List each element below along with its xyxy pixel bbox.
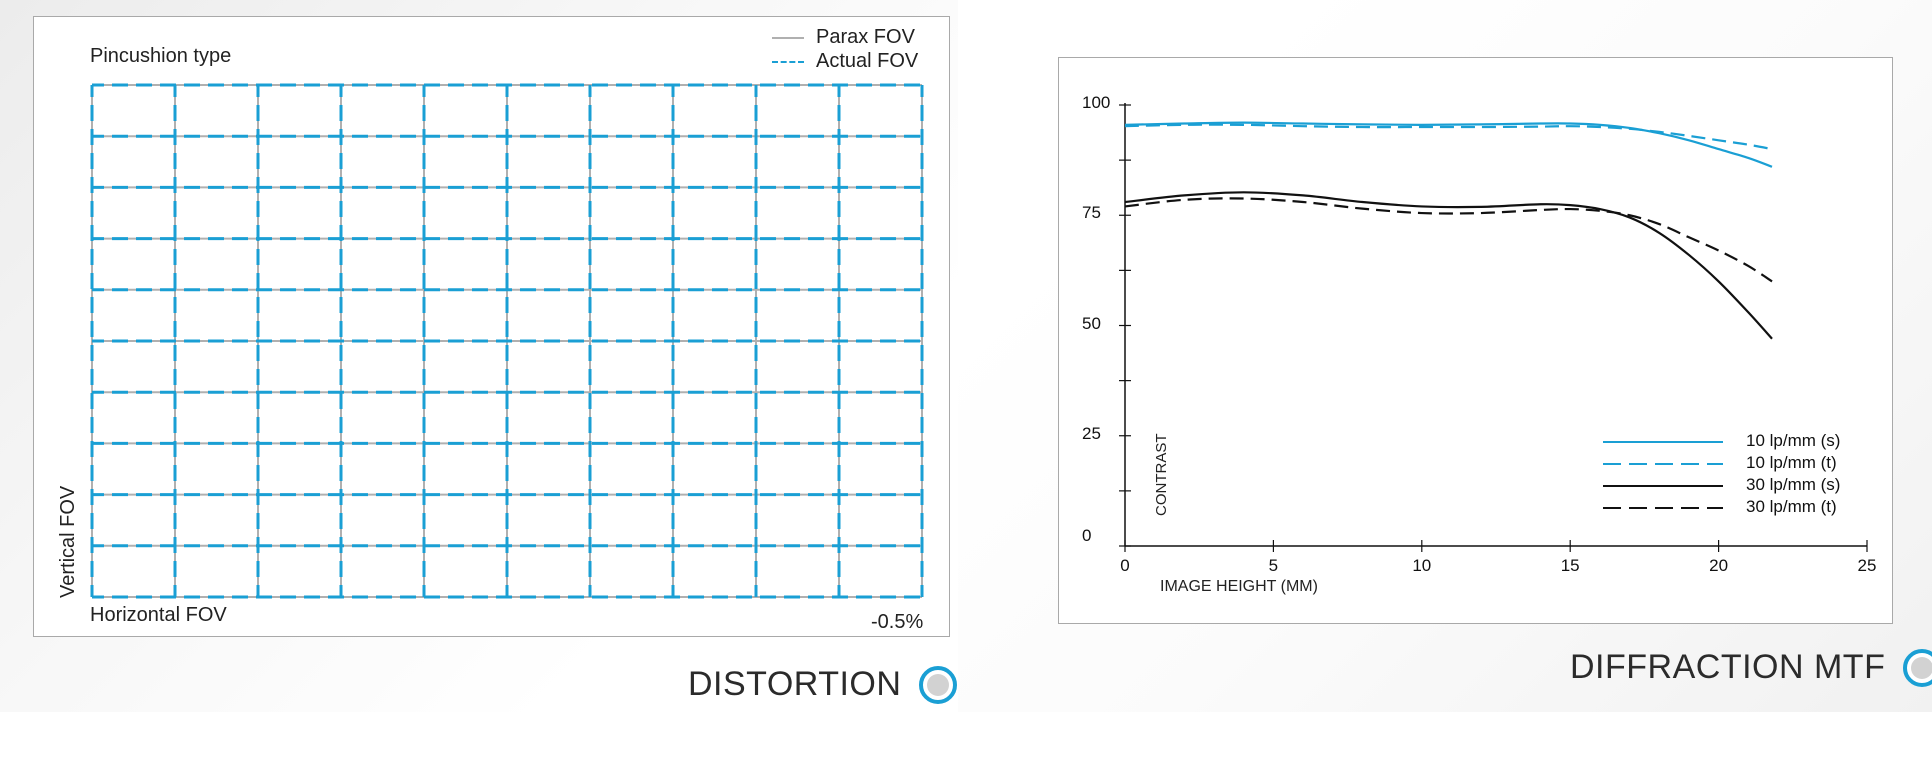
- mtf-title: DIFFRACTION MTF: [1570, 648, 1886, 686]
- distortion-title: DISTORTION: [688, 665, 902, 703]
- distortion-radio-button[interactable]: [919, 665, 958, 704]
- mtf-series-line-2: [1124, 191, 1773, 340]
- mtf-x-tick-label: 20: [1709, 556, 1729, 575]
- radio-dot-icon: [927, 673, 950, 696]
- mtf-x-tick-label: 25: [1857, 556, 1877, 575]
- radio-dot-icon: [1911, 656, 1932, 679]
- mtf-legend-label: 10 lp/mm (t): [1746, 453, 1837, 472]
- distortion-section: DISTORTION: [688, 665, 958, 704]
- pincushion-type-label: Pincushion type: [90, 45, 232, 67]
- mtf-legend-label: 30 lp/mm (s): [1746, 475, 1841, 494]
- legend-parax-swatch: [772, 36, 804, 39]
- mtf-series-line-1: [1124, 123, 1773, 151]
- contrast-axis-label: CONTRAST: [1153, 433, 1170, 517]
- legend-actual-label: Actual FOV: [816, 50, 919, 72]
- mtf-y-tick-label: 0: [1082, 526, 1092, 545]
- mtf-y-tick-label: 50: [1082, 313, 1101, 333]
- legend-actual-swatch: [772, 60, 804, 63]
- mtf-series-line-0: [1124, 121, 1773, 168]
- mtf-legend-label: 10 lp/mm (s): [1746, 431, 1841, 450]
- mtf-series-line-3: [1124, 197, 1773, 283]
- mtf-chart-frame: [1058, 57, 1893, 624]
- mtf-y-tick-label: 25: [1082, 423, 1101, 443]
- mtf-x-tick-label: 5: [1268, 556, 1279, 575]
- mtf-section: DIFFRACTION MTF: [1570, 648, 1932, 687]
- mtf-x-tick-label: 0: [1120, 556, 1130, 575]
- image-height-axis-label: IMAGE HEIGHT (MM): [1160, 578, 1318, 595]
- horizontal-fov-label: Horizontal FOV: [90, 604, 227, 626]
- mtf-legend-label: 30 lp/mm (t): [1746, 497, 1837, 516]
- mtf-y-tick-label: 100: [1082, 93, 1111, 112]
- distortion-value: -0.5%: [871, 611, 924, 633]
- legend-actual-fov: Actual FOV: [772, 50, 918, 73]
- distortion-chart-frame: [33, 16, 950, 637]
- mtf-y-tick-label: 75: [1082, 203, 1101, 223]
- mtf-x-tick-label: 10: [1412, 556, 1432, 575]
- legend-parax-label: Parax FOV: [816, 26, 915, 48]
- mtf-x-tick-label: 15: [1560, 556, 1580, 575]
- mtf-radio-button[interactable]: [1903, 648, 1932, 687]
- legend-parax-fov: Parax FOV: [772, 26, 915, 49]
